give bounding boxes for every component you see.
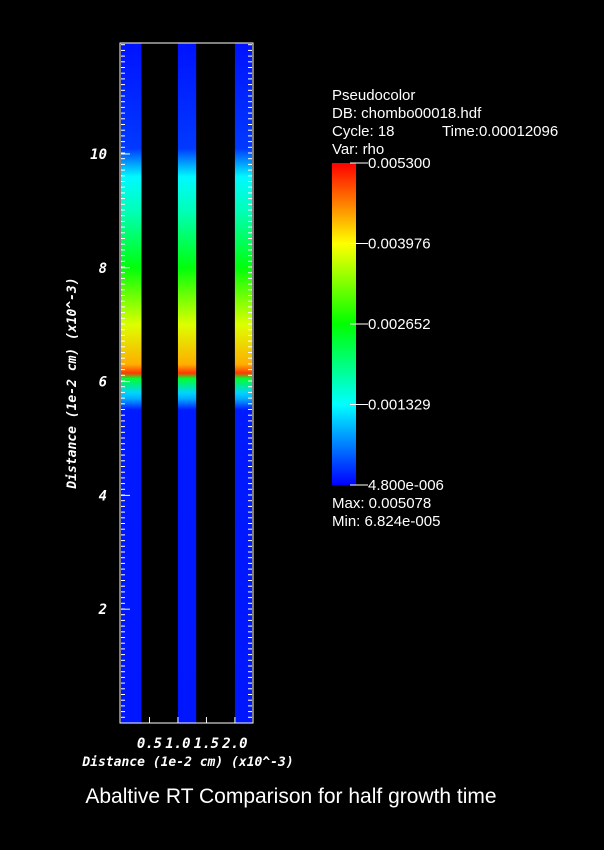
chart-title: Abaltive RT Comparison for half growth t…	[85, 785, 496, 808]
legend-var: Var: rho	[332, 141, 384, 158]
legend-plot-type: Pseudocolor	[332, 87, 415, 104]
legend-min: Min: 6.824e-005	[332, 513, 440, 530]
x-axis-label: Distance (1e-2 cm) (x10^-3)	[81, 755, 293, 770]
x-axis-ticks: 0.5 1.0 1.5 2.0	[137, 717, 248, 752]
colorbar-tick-label: 0.002652	[368, 316, 431, 333]
legend-cycle: Cycle: 18	[332, 123, 395, 140]
colorbar-tick-label: 0.005300	[368, 155, 431, 172]
y-tick-label: 4	[99, 488, 107, 504]
y-axis-label: Distance (1e-2 cm) (x10^-3)	[65, 277, 80, 489]
legend-max: Max: 0.005078	[332, 495, 431, 512]
x-tick-label: 0.5	[137, 736, 162, 752]
colorbar-tick-label: 4.800e-006	[368, 477, 444, 494]
legend: Pseudocolor DB: chombo00018.hdf Cycle: 1…	[332, 87, 558, 530]
x-tick-label: 1.0	[165, 736, 190, 752]
y-tick-label: 2	[98, 602, 107, 618]
y-axis-ticks: 2 4 6 8 10	[90, 147, 130, 618]
y-tick-label: 10	[90, 147, 107, 163]
colorbar-ticks: 0.005300 0.003976 0.002652 0.001329 4.800e-0…	[350, 155, 444, 494]
y-tick-label: 6	[99, 375, 107, 391]
legend-db: DB: chombo00018.hdf	[332, 105, 482, 122]
density-column-1	[121, 43, 142, 723]
density-column-3	[234, 43, 252, 723]
minor-ticks	[121, 44, 252, 724]
legend-time: Time:0.00012096	[442, 123, 558, 140]
density-column-2	[177, 43, 197, 723]
plot-area: 2 4 6 8 10 0.5 1.0 1.5 2.0	[90, 42, 254, 752]
x-tick-label: 1.5	[194, 736, 219, 752]
y-tick-label: 8	[99, 261, 107, 277]
plot-frame	[119, 42, 254, 724]
x-tick-label: 2.0	[221, 736, 247, 752]
density-columns	[121, 43, 252, 723]
colorbar-tick-label: 0.001329	[368, 396, 431, 413]
colorbar-tick-label: 0.003976	[368, 236, 431, 253]
